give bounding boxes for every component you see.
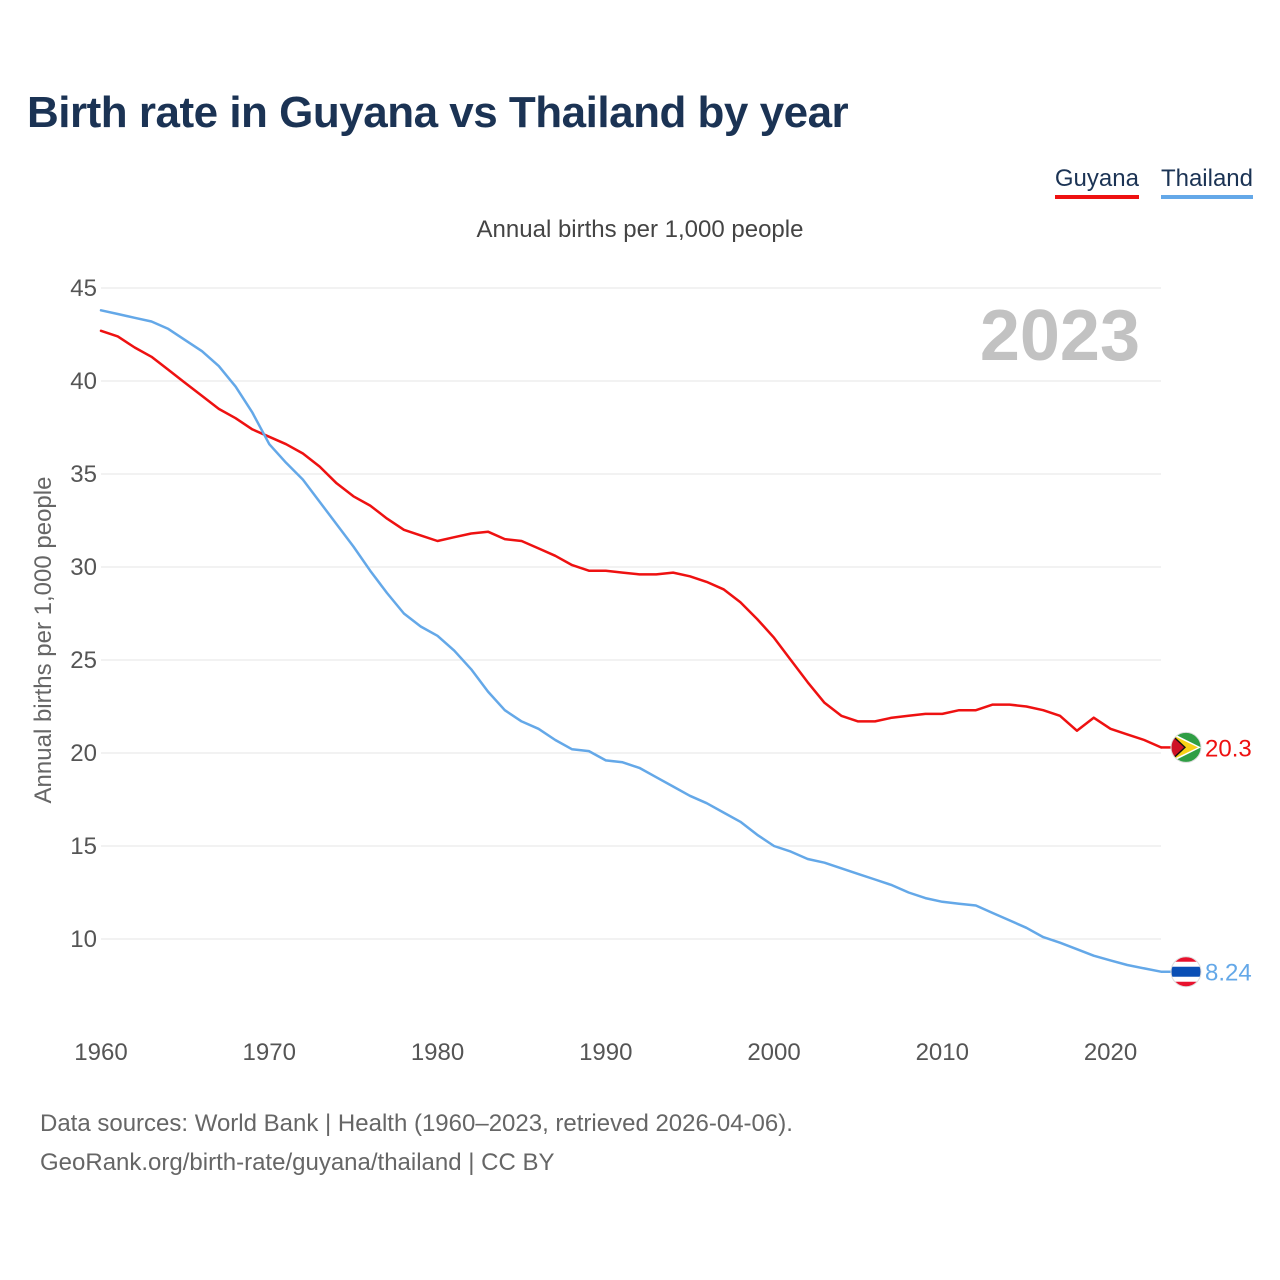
y-tick-label-45: 45 (70, 275, 97, 302)
y-axis-ticks: 10 15 20 25 30 35 40 45 (70, 275, 97, 953)
x-tick-label-1970: 1970 (243, 1039, 296, 1066)
y-tick-label-10: 10 (70, 926, 97, 953)
x-tick-label-2010: 2010 (916, 1039, 969, 1066)
flag-icon-guyana (1170, 731, 1202, 763)
chart-subtitle: Annual births per 1,000 people (476, 216, 804, 243)
series-lines (99, 309, 1163, 973)
source-line-2: GeoRank.org/birth-rate/guyana/thailand |… (40, 1149, 555, 1176)
source-note: Data sources: World Bank | Health (1960–… (40, 1104, 793, 1182)
gridlines (101, 287, 1161, 940)
y-tick-label-35: 35 (70, 461, 97, 488)
end-value-label-guyana: 20.3 (1205, 735, 1252, 762)
year-badge: 2023 (980, 296, 1140, 376)
source-line-1: Data sources: World Bank | Health (1960–… (40, 1110, 793, 1137)
x-tick-label-1990: 1990 (579, 1039, 632, 1066)
y-tick-label-15: 15 (70, 833, 97, 860)
end-markers: 20.3 8.24 (1161, 731, 1252, 988)
legend-item-thailand[interactable]: Thailand (1160, 165, 1253, 199)
x-tick-label-2020: 2020 (1084, 1039, 1137, 1066)
chart-title: Birth rate in Guyana vs Thailand by year (27, 88, 849, 137)
x-tick-label-2000: 2000 (747, 1039, 800, 1066)
x-axis-ticks: 1960 1970 1980 1990 2000 2010 2020 (74, 1039, 1137, 1066)
series-line-thailand[interactable] (99, 309, 1163, 973)
x-tick-label-1960: 1960 (74, 1039, 127, 1066)
y-tick-label-20: 20 (70, 740, 97, 767)
y-tick-label-25: 25 (70, 647, 97, 674)
flag-icon-thailand (1170, 956, 1202, 988)
legend-item-guyana[interactable]: Guyana (1054, 165, 1139, 199)
series-line-guyana[interactable] (99, 329, 1163, 749)
x-tick-label-1980: 1980 (411, 1039, 464, 1066)
y-axis-label: Annual births per 1,000 people (30, 477, 57, 804)
end-value-label-thailand: 8.24 (1205, 960, 1252, 987)
y-tick-label-40: 40 (70, 368, 97, 395)
legend: Guyana Thailand (1054, 165, 1253, 199)
y-tick-label-30: 30 (70, 554, 97, 581)
